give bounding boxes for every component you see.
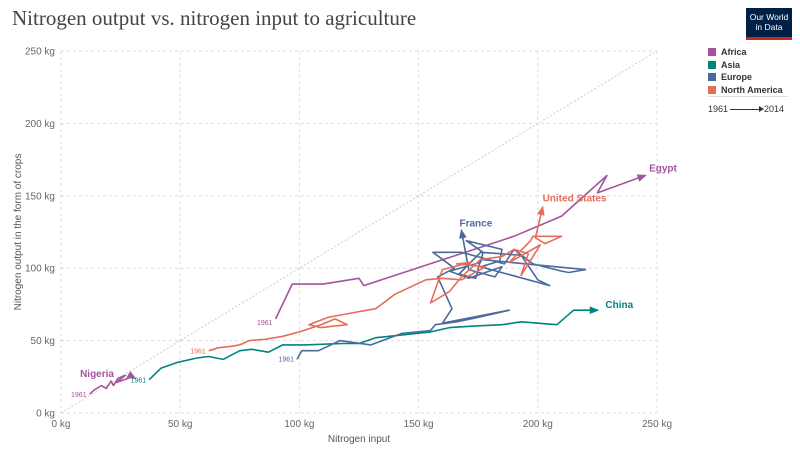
legend-swatch [708, 48, 716, 56]
owid-logo[interactable]: Our World in Data [746, 8, 792, 40]
y-tick-label: 50 kg [31, 336, 55, 347]
start-year-label: 1961 [190, 349, 206, 356]
series-line-france [296, 228, 587, 360]
series-line-united-states [208, 205, 563, 352]
series-line-china [148, 306, 600, 381]
timeline-start-label: 1961 [708, 104, 729, 114]
x-tick-label: 0 kg [52, 419, 71, 430]
series-line-nigeria [89, 371, 137, 395]
legend-label: Africa [721, 47, 747, 57]
logo-line-2: in Data [755, 22, 783, 32]
x-axis-label: Nitrogen input [328, 434, 390, 445]
legend-label: Asia [721, 59, 741, 70]
reference-diagonal [60, 50, 658, 414]
x-tick-label: 250 kg [642, 419, 672, 430]
y-axis-label: Nitrogen output in the form of crops [13, 154, 24, 311]
start-year-label: 1961 [71, 392, 87, 399]
y-tick-label: 100 kg [25, 264, 55, 275]
start-year-label: 1961 [131, 378, 147, 385]
legend-swatch [708, 73, 716, 81]
entity-label: China [605, 300, 633, 311]
timeline-track[interactable] [730, 105, 765, 112]
legend-separator [708, 96, 788, 97]
legend-item[interactable]: Africa [708, 46, 783, 58]
entity-label: United States [543, 193, 607, 204]
legend-item[interactable]: Europe [708, 71, 783, 83]
start-year-label: 1961 [257, 320, 273, 327]
series-line-egypt [274, 174, 647, 320]
x-tick-label: 200 kg [523, 419, 553, 430]
x-tick-label: 50 kg [168, 419, 192, 430]
x-tick-label: 100 kg [284, 419, 314, 430]
legend: Africa Asia Europe North America [708, 46, 783, 96]
entity-label: France [460, 219, 493, 230]
y-tick-label: 150 kg [25, 191, 55, 202]
legend-swatch [708, 60, 716, 69]
entity-label: Egypt [649, 164, 677, 175]
entity-label: Nigeria [80, 369, 114, 380]
logo-line-1: Our World [749, 12, 789, 22]
legend-label: Europe [721, 72, 753, 82]
start-year-label: 1961 [278, 356, 294, 363]
legend-swatch [708, 85, 716, 94]
y-tick-label: 200 kg [25, 119, 55, 130]
y-tick-label: 250 kg [25, 47, 55, 58]
x-tick-label: 150 kg [404, 419, 434, 430]
y-tick-label: 0 kg [36, 409, 55, 420]
legend-item[interactable]: Asia [708, 59, 783, 71]
legend-label: North America [721, 84, 783, 95]
timeline-control[interactable]: 1961 2014 [708, 104, 784, 114]
chart-title: Nitrogen output vs. nitrogen input to ag… [12, 6, 417, 30]
timeline-end-label: 2014 [764, 104, 785, 114]
legend-item[interactable]: North America [708, 84, 783, 96]
